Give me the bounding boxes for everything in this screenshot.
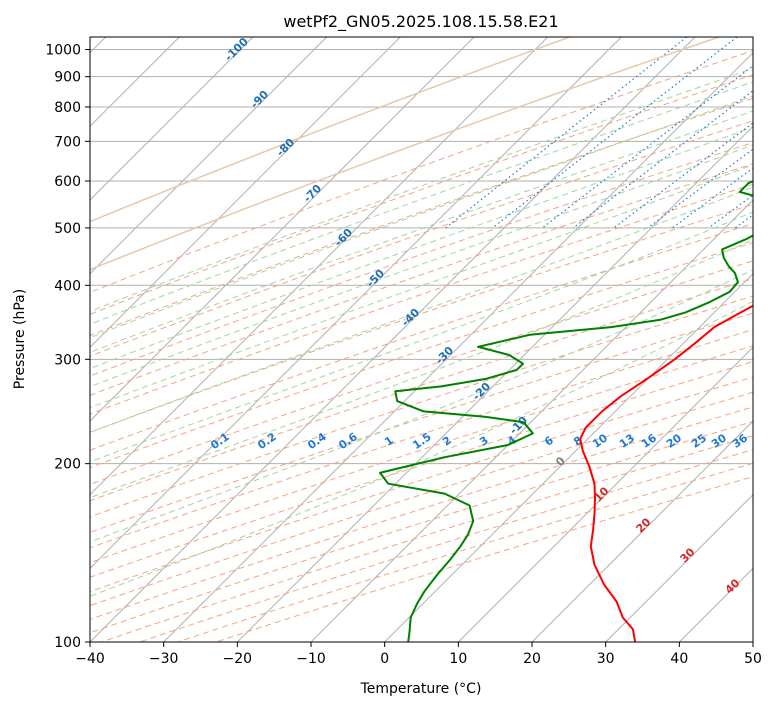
dry-adiabat-line xyxy=(90,391,753,607)
x-tick-label: −10 xyxy=(296,651,326,667)
reference-curve xyxy=(90,37,720,271)
y-axis: 100 200 300 400 500 600 700 800 900 1000 xyxy=(45,43,90,651)
y-tick-label: 600 xyxy=(54,174,81,190)
isotherm-line xyxy=(605,493,753,642)
moist-adiabat-line xyxy=(90,144,753,388)
y-tick-label: 800 xyxy=(54,100,81,116)
y-tick-label: 900 xyxy=(54,70,81,86)
dry-adiabat-line xyxy=(90,329,753,549)
isotherm-line xyxy=(90,37,328,275)
dry-adiabat-lines xyxy=(90,50,753,642)
isotherm-line xyxy=(531,420,753,642)
dewpoint-profile-line xyxy=(379,180,753,642)
dry-adiabat-line xyxy=(90,361,753,578)
dry-adiabat-line xyxy=(90,120,753,357)
y-tick-label: 400 xyxy=(54,278,81,294)
x-tick-label: 40 xyxy=(670,651,688,667)
x-tick-label: −40 xyxy=(75,651,105,667)
x-tick-label: 50 xyxy=(744,651,762,667)
mixing-ratio-line xyxy=(647,148,753,229)
x-tick-label: −30 xyxy=(149,651,179,667)
mixing-ratio-line xyxy=(492,37,738,229)
x-tick-label: 0 xyxy=(380,651,389,667)
plot-frame xyxy=(89,36,754,643)
chart-title: wetPf2_GN05.2025.108.15.58.E21 xyxy=(283,12,558,32)
dry-adiabat-line xyxy=(90,223,753,451)
moist-adiabat-line xyxy=(90,81,753,325)
y-tick-label: 100 xyxy=(54,635,81,651)
y-tick-label: 200 xyxy=(54,457,81,473)
dry-adiabat-line xyxy=(90,74,753,315)
y-tick-label: 300 xyxy=(54,352,81,368)
dry-adiabat-line xyxy=(90,260,753,485)
mixing-ratio-lines xyxy=(445,37,753,229)
dry-adiabat-line xyxy=(90,163,753,396)
dry-adiabat-line xyxy=(90,278,753,502)
temperature-profile-line xyxy=(579,304,753,642)
y-axis-title: Pressure (hPa) xyxy=(12,289,28,389)
x-axis-title: Temperature (°C) xyxy=(360,681,482,697)
y-tick-label: 1000 xyxy=(45,43,81,59)
isotherm-line xyxy=(236,125,753,642)
dry-adiabat-line xyxy=(90,312,753,533)
isotherm-line xyxy=(90,37,475,422)
dry-adiabat-line xyxy=(90,50,753,293)
reference-curve xyxy=(90,37,570,223)
isotherm-line xyxy=(90,37,622,570)
y-tick-label: 700 xyxy=(54,134,81,150)
isotherm-line xyxy=(384,272,753,642)
isotherm-line xyxy=(163,51,753,642)
isotherm-line xyxy=(457,346,753,642)
isotherm-line xyxy=(90,37,254,201)
x-tick-label: −20 xyxy=(223,651,253,667)
isotherm-line xyxy=(90,37,549,496)
moist-adiabat-line xyxy=(90,110,753,353)
moist-adiabat-line xyxy=(90,211,753,463)
y-tick-label: 500 xyxy=(54,221,81,237)
x-tick-label: 10 xyxy=(449,651,467,667)
dry-adiabat-line xyxy=(90,97,753,337)
moist-adiabat-line xyxy=(90,67,753,312)
dry-adiabat-line xyxy=(90,142,753,377)
mixing-ratio-line xyxy=(672,167,753,229)
dry-adiabat-line xyxy=(90,183,753,415)
mixing-ratio-line xyxy=(445,37,688,229)
sounding-series xyxy=(379,180,753,642)
moist-adiabat-line xyxy=(90,164,753,409)
isotherm-lines xyxy=(90,37,753,642)
moist-adiabat-line xyxy=(90,126,753,370)
x-tick-label: 20 xyxy=(523,651,541,667)
x-tick-label: 30 xyxy=(597,651,615,667)
reference-curves xyxy=(90,37,720,271)
x-axis: −40 −30 −20 −10 0 10 20 30 40 50 xyxy=(75,642,762,667)
isotherm-line xyxy=(310,199,753,642)
mixing-ratio-line xyxy=(572,89,753,229)
